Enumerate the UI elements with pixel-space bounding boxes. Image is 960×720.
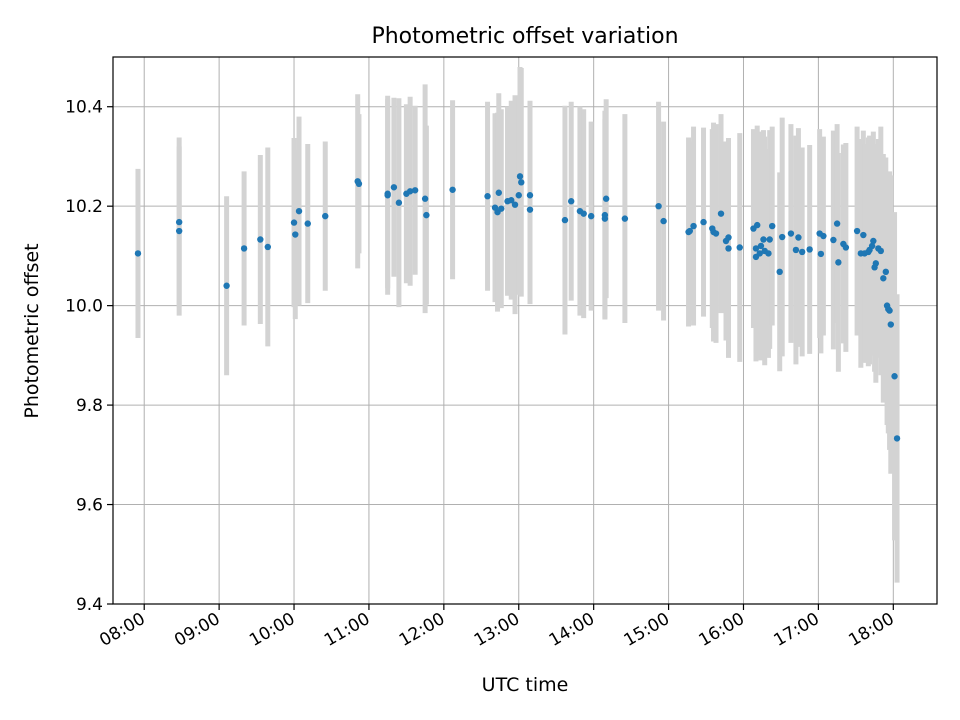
y-axis-label: Photometric offset (21, 243, 43, 418)
data-point (384, 190, 391, 197)
data-point (395, 199, 403, 206)
data-point (484, 193, 491, 200)
data-point (223, 282, 230, 289)
data-point (725, 245, 732, 252)
data-point (567, 198, 575, 205)
data-point (601, 215, 609, 222)
data-point (712, 230, 720, 237)
data-point (175, 218, 183, 226)
data-point (526, 192, 534, 199)
y-tick-label: 9.8 (76, 396, 103, 416)
data-point (355, 180, 363, 188)
data-point (580, 210, 587, 217)
data-point (776, 268, 783, 276)
data-point (518, 179, 525, 186)
data-point (860, 231, 867, 239)
y-tick-label: 9.4 (76, 595, 103, 615)
data-point (257, 236, 264, 243)
data-point (880, 275, 887, 282)
data-point (736, 244, 743, 251)
data-point (887, 321, 895, 328)
data-point (655, 202, 662, 210)
data-point (449, 186, 456, 193)
data-point (817, 250, 825, 258)
data-point (820, 232, 827, 240)
data-points (134, 173, 901, 442)
data-point (769, 222, 776, 230)
data-point (806, 246, 813, 253)
data-point (290, 219, 298, 226)
data-point (423, 211, 430, 219)
data-point (830, 236, 837, 244)
data-point (725, 234, 732, 241)
data-point (853, 227, 861, 235)
data-point (134, 250, 142, 257)
data-point (868, 242, 876, 250)
data-point (295, 207, 303, 215)
data-point (421, 195, 429, 202)
data-point (175, 227, 183, 235)
y-tick-label: 9.6 (76, 496, 103, 516)
data-point (891, 373, 898, 380)
data-point (561, 216, 569, 224)
x-axis-label: UTC time (482, 674, 569, 696)
y-tick-label: 10.4 (65, 98, 103, 118)
y-tick-label: 10.0 (65, 297, 103, 317)
data-point (798, 248, 806, 256)
data-point (700, 218, 707, 226)
data-point (240, 245, 248, 252)
data-point (754, 221, 761, 229)
data-point (686, 227, 693, 235)
data-point (760, 236, 767, 243)
data-point (587, 212, 595, 220)
data-point (304, 220, 311, 227)
data-point (322, 212, 329, 220)
data-point (292, 231, 299, 238)
data-point (508, 197, 515, 204)
data-point (787, 230, 795, 237)
y-tick-label: 10.2 (65, 197, 103, 217)
data-point (877, 247, 885, 255)
data-point (660, 217, 667, 225)
y-axis-ticks: 9.4 9.6 9.8 10.0 10.2 10.4 (65, 98, 113, 615)
data-point (766, 236, 773, 243)
data-point (515, 192, 522, 199)
data-point (778, 233, 786, 241)
data-point (602, 195, 610, 202)
chart-title: Photometric offset variation (371, 24, 678, 49)
data-point (690, 222, 697, 230)
data-point (621, 215, 629, 222)
data-point (765, 250, 772, 257)
data-point (893, 435, 901, 442)
data-point (795, 234, 802, 241)
data-point (757, 242, 765, 250)
data-point (792, 246, 800, 254)
data-point (264, 243, 272, 251)
data-point (752, 245, 760, 252)
data-point (870, 237, 877, 245)
data-point (842, 244, 850, 251)
data-point (886, 307, 893, 314)
data-point (526, 206, 534, 213)
data-point (498, 205, 505, 212)
data-point (516, 173, 524, 180)
data-point (882, 268, 890, 276)
data-point (717, 210, 725, 217)
data-point (390, 184, 398, 191)
data-point (511, 201, 519, 208)
data-point (835, 259, 842, 266)
plot-frame (112, 56, 938, 605)
data-point (406, 188, 414, 195)
data-point (411, 187, 419, 194)
data-point (495, 189, 502, 196)
data-point (833, 220, 841, 227)
data-point (872, 260, 880, 267)
data-point (756, 250, 763, 257)
